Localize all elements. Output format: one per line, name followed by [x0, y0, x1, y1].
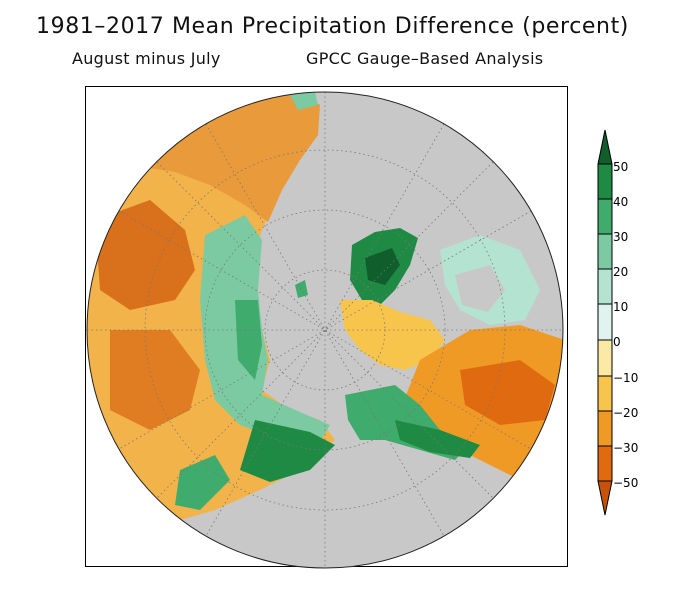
colorbar-seg-3 [597, 233, 613, 270]
land-greenland-core [365, 248, 400, 285]
land-svalbard [295, 280, 308, 298]
land-alaska-coast [395, 420, 480, 458]
colorbar-label-20: 20 [613, 265, 629, 279]
land-canada-arctic [340, 300, 445, 370]
colorbar-seg-5 [597, 303, 613, 341]
colorbar-label-40: 40 [613, 195, 629, 209]
land-kamchatka [175, 455, 230, 510]
land-central-dry [110, 330, 200, 430]
colorbar-top-arrow [597, 129, 613, 165]
colorbar-label-minus10: −10 [613, 371, 639, 385]
colorbar-bottom-arrow [597, 480, 613, 516]
colorbar-seg-2 [597, 198, 613, 235]
colorbar-label-minus30: −30 [613, 441, 639, 455]
globe-outline [86, 91, 564, 569]
land-chukotka [240, 420, 335, 482]
land-iceland [290, 92, 318, 110]
colorbar-seg-4 [597, 268, 613, 305]
colorbar-label-10: 10 [613, 300, 629, 314]
land-na-dry-core [460, 360, 555, 425]
land-hudson-bay [455, 265, 505, 312]
land-siberia-green [235, 300, 262, 380]
colorbar-label-minus20: −20 [613, 406, 639, 420]
colorbar-label-50: 50 [613, 160, 629, 174]
land-siberia-coast [200, 215, 330, 445]
colorbar-seg-6 [597, 339, 613, 377]
colorbar-seg-9 [597, 445, 613, 482]
subtitle-period: August minus July [72, 49, 221, 68]
subtitle-source: GPCC Gauge–Based Analysis [306, 49, 544, 68]
graticule [87, 92, 563, 568]
colorbar-seg-1 [597, 163, 613, 200]
colorbar-seg-8 [597, 410, 613, 447]
colorbar-label-0: 0 [613, 335, 621, 349]
land-west-dry [95, 200, 195, 310]
colorbar [597, 129, 613, 516]
colorbar-label-30: 30 [613, 230, 629, 244]
colorbar-seg-7 [597, 375, 613, 412]
colorbar-label-minus50: −50 [613, 476, 639, 490]
